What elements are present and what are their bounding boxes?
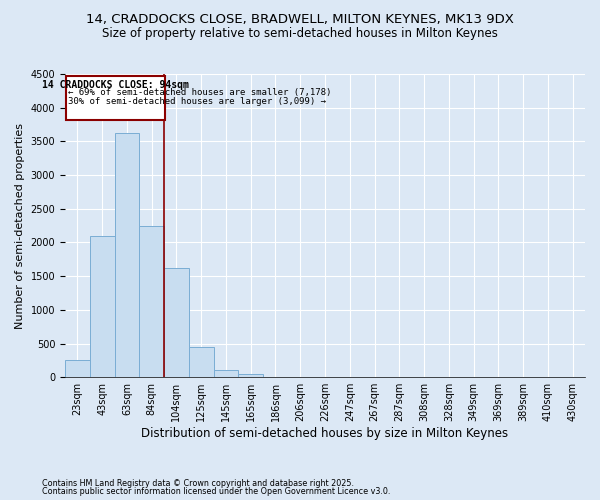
Bar (214, 370, 238, 377)
Text: 14, CRADDOCKS CLOSE, BRADWELL, MILTON KEYNES, MK13 9DX: 14, CRADDOCKS CLOSE, BRADWELL, MILTON KE… (86, 12, 514, 26)
Text: 30% of semi-detached houses are larger (3,099) →: 30% of semi-detached houses are larger (… (68, 97, 326, 106)
Text: ← 69% of semi-detached houses are smaller (7,178): ← 69% of semi-detached houses are smalle… (68, 88, 331, 98)
Bar (189, 347, 214, 377)
Bar (115, 134, 139, 377)
Bar (238, 374, 263, 377)
FancyBboxPatch shape (66, 76, 166, 120)
X-axis label: Distribution of semi-detached houses by size in Milton Keynes: Distribution of semi-detached houses by … (142, 427, 509, 440)
Y-axis label: Number of semi-detached properties: Number of semi-detached properties (15, 122, 25, 328)
Text: Contains HM Land Registry data © Crown copyright and database right 2025.: Contains HM Land Registry data © Crown c… (42, 478, 354, 488)
Bar (164, 268, 189, 377)
Text: Size of property relative to semi-detached houses in Milton Keynes: Size of property relative to semi-detach… (102, 28, 498, 40)
Text: 14 CRADDOCKS CLOSE: 94sqm: 14 CRADDOCKS CLOSE: 94sqm (43, 80, 189, 90)
Bar (65, 360, 90, 377)
Text: Contains public sector information licensed under the Open Government Licence v3: Contains public sector information licen… (42, 487, 391, 496)
Bar (90, 236, 115, 377)
Bar (139, 226, 164, 377)
